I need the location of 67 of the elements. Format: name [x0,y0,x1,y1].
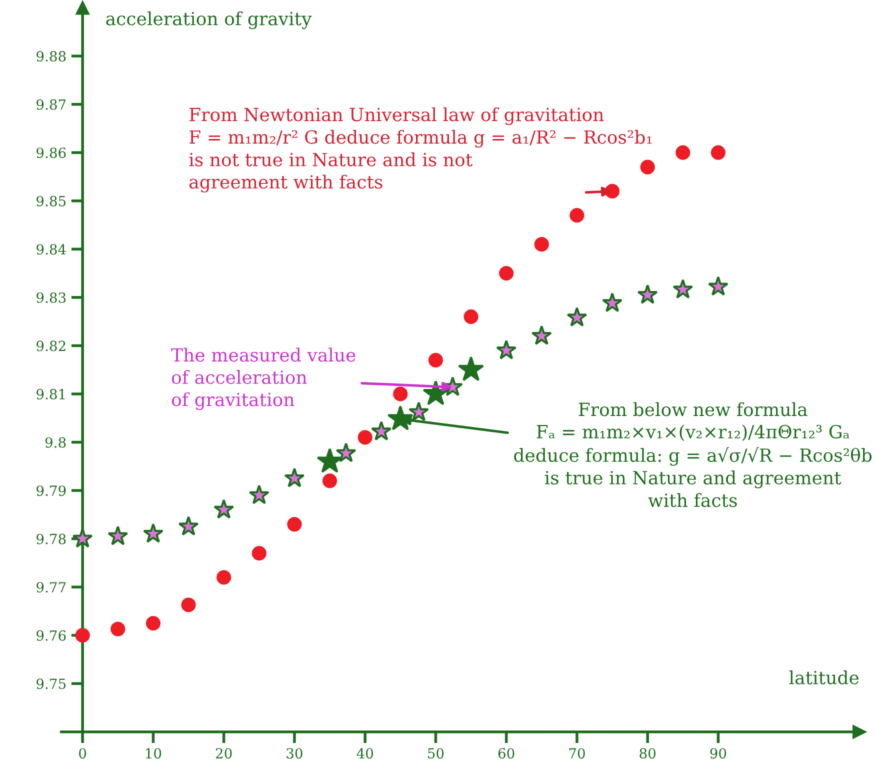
point [534,237,549,252]
x-tick-label: 0 [79,748,86,759]
point [178,516,199,536]
point [216,570,232,585]
point [566,306,588,327]
point [710,145,726,160]
point [464,309,478,324]
x-tick-label: 20 [216,748,232,759]
annotation: From Newtonian Universal law of gravitation F = m₁m₂/r² G deduce formula g = a₁/R² − Rcos²b₁ is not true in Nature and is not agreement with facts [189,107,652,192]
point [214,499,234,519]
point [336,442,356,462]
x-tick-label: 80 [640,748,656,759]
y-tick-label: 9.85 [36,196,66,206]
x-tick-label: 40 [356,748,373,759]
point [637,284,658,304]
x-tick-label: 50 [428,748,444,759]
point [146,616,160,631]
x-tick-label: 70 [569,748,585,759]
y-tick-label: 9.83 [36,292,66,303]
point [322,474,338,488]
point [428,352,443,368]
point [108,526,128,546]
y-tick-label: 9.81 [36,388,65,400]
y-tick-label: 9.82 [36,340,66,352]
point [387,405,414,430]
point [181,598,196,612]
annotation: From below new formula Fₐ = m₁m₂×v₁×(v₂×r₁₂)/4πΘr₁₂³ Gₐ deduce formula: g = a√σ/√R − Rcos²θb is true in Nature and agreement with facts [514,402,872,508]
y-tick-label: 9.84 [36,244,66,255]
annotation: The measured value of acceleration of gravitation [171,348,356,410]
point [408,402,430,422]
y-tick-label: 9.86 [36,148,66,158]
point [284,468,305,488]
point [142,523,164,543]
point [248,484,270,504]
x-tick-label: 30 [286,748,302,759]
x-tick-label: 90 [710,748,726,759]
y-tick-label: 9.79 [36,485,66,496]
x-axis-title: latitude [789,670,859,684]
y-tick-label: 9.8 [45,437,66,448]
point [252,546,266,561]
point [496,340,517,360]
point [371,420,392,441]
point [393,386,408,402]
point [316,448,343,473]
y-tick-label: 9.76 [36,630,66,641]
point [287,516,302,532]
point [110,622,126,636]
y-axis-title: acceleration of gravity [106,11,312,30]
point [708,276,728,296]
point [640,160,655,174]
y-tick-label: 9.88 [36,51,66,62]
point [676,145,690,160]
x-tick-label: 60 [498,748,514,759]
point [672,278,694,299]
point [499,266,514,281]
y-tick-label: 9.78 [36,534,66,544]
point [531,325,552,345]
point [570,208,584,223]
point [358,430,372,445]
y-tick-label: 9.75 [36,678,66,690]
point [72,528,93,548]
y-tick-label: 9.87 [36,99,66,110]
point [458,356,484,382]
y-tick-label: 9.77 [36,582,66,593]
point [602,292,623,312]
x-tick-label: 10 [146,748,162,759]
point [75,628,90,643]
